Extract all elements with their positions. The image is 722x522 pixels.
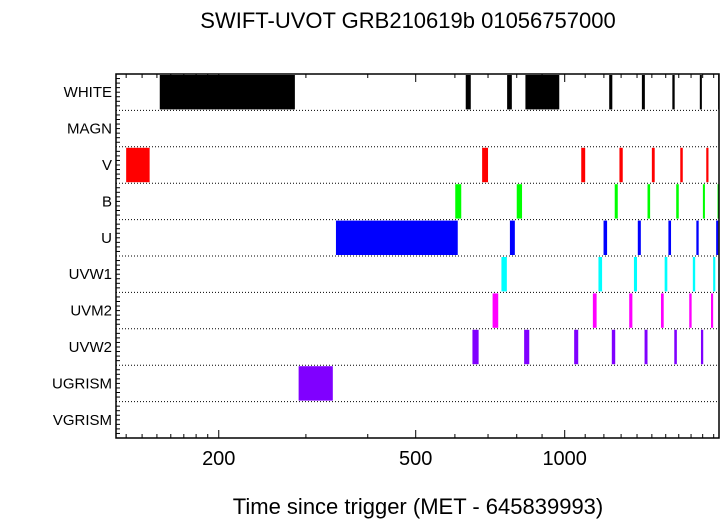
plot-frame xyxy=(115,73,720,439)
row-label-magn: MAGN xyxy=(67,121,112,138)
row-label-ugrism: UGRISM xyxy=(52,375,112,392)
x-axis-label: Time since trigger (MET - 645839993) xyxy=(233,494,604,519)
exposure-bar-v-1 xyxy=(126,147,150,183)
exposure-bar-u-4 xyxy=(637,220,641,255)
exposure-bar-u-1 xyxy=(335,220,458,255)
exposure-bar-white-5 xyxy=(609,75,613,110)
exposure-bar-white-1 xyxy=(159,75,295,110)
exposure-bar-uvm2-3 xyxy=(629,293,633,328)
exposure-bar-uvw2-5 xyxy=(644,329,648,365)
exposure-bar-uvw1-1 xyxy=(501,257,507,292)
plot-area: WHITE MAGN V B U UVW1 UVM2 UVW2 UGRISM VGRISM 200 5… xyxy=(52,74,720,470)
exposure-bar-uvw2-4 xyxy=(611,329,616,365)
exposure-bar-b-6 xyxy=(702,184,705,219)
row-label-v: V xyxy=(102,157,112,174)
exposure-bar-uvw1-4 xyxy=(664,257,668,292)
exposure-bar-ugrism-1 xyxy=(298,366,333,401)
exposure-bar-uvw1-5 xyxy=(692,257,696,292)
exposure-bar-u-5 xyxy=(668,220,672,255)
x-tick-label: 500 xyxy=(399,448,432,470)
exposure-bar-uvm2-4 xyxy=(660,293,664,328)
exposure-bar-u-6 xyxy=(696,220,699,255)
exposure-bar-white-8 xyxy=(699,75,702,110)
exposure-bar-white-2 xyxy=(465,75,471,110)
row-label-vgrism: VGRISM xyxy=(53,412,112,429)
exposure-bar-white-7 xyxy=(672,75,675,110)
exposure-bar-v-7 xyxy=(706,147,709,183)
row-label-b: B xyxy=(102,193,112,210)
exposure-bar-uvw1-2 xyxy=(598,257,603,292)
exposure-bar-white-4 xyxy=(525,75,560,110)
exposure-bar-white-3 xyxy=(507,75,512,110)
exposure-bar-uvw1-6 xyxy=(713,257,716,292)
exposure-bar-v-5 xyxy=(651,147,655,183)
exposure-bar-b-4 xyxy=(647,184,651,219)
exposure-bar-v-2 xyxy=(482,147,489,183)
exposure-bar-u-7 xyxy=(716,220,719,255)
exposure-bar-b-3 xyxy=(614,184,618,219)
exposure-bar-v-4 xyxy=(619,147,623,183)
exposure-bar-uvw2-6 xyxy=(674,329,677,365)
exposure-bar-uvw2-3 xyxy=(574,329,579,365)
exposure-bar-uvm2-1 xyxy=(492,293,499,328)
exposure-bar-uvm2-5 xyxy=(689,293,692,328)
exposure-bar-uvw2-2 xyxy=(524,329,530,365)
chart-title: SWIFT-UVOT GRB210619b 01056757000 xyxy=(200,8,615,33)
exposure-bar-u-3 xyxy=(603,220,608,255)
exposure-bar-uvw2-7 xyxy=(700,329,704,365)
x-tick-label: 200 xyxy=(202,448,235,470)
exposure-bar-white-6 xyxy=(641,75,645,110)
row-label-uvm2: UVM2 xyxy=(70,303,112,320)
exposure-bar-b-1 xyxy=(455,184,462,219)
exposure-bar-v-3 xyxy=(581,147,586,183)
row-label-white: WHITE xyxy=(64,84,112,101)
row-label-uvw1: UVW1 xyxy=(69,266,112,283)
exposure-bar-uvw2-1 xyxy=(472,329,479,365)
row-label-u: U xyxy=(101,230,112,247)
x-tick-label: 1000 xyxy=(542,448,587,470)
exposure-bar-u-2 xyxy=(509,220,515,255)
row-label-uvw2: UVW2 xyxy=(69,339,112,356)
exposure-bar-uvm2-6 xyxy=(710,293,714,328)
exposure-bar-uvm2-2 xyxy=(592,293,597,328)
exposure-bar-b-2 xyxy=(516,184,523,219)
exposure-bar-b-5 xyxy=(676,184,679,219)
exposure-bar-v-6 xyxy=(680,147,683,183)
exposure-bar-uvw1-3 xyxy=(633,257,638,292)
